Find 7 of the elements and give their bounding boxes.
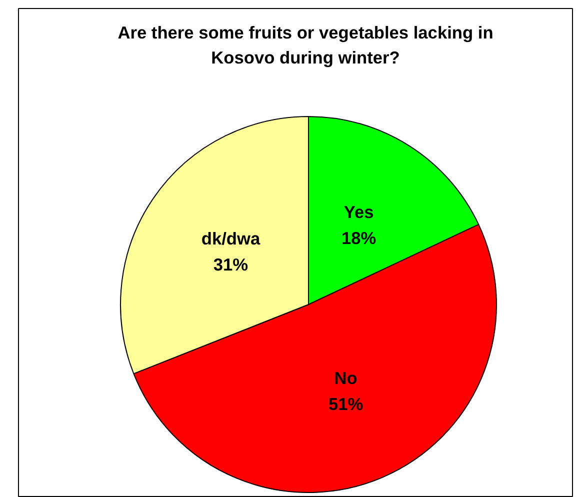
slice-label: No xyxy=(334,368,358,388)
slice-label: dk/dwa xyxy=(201,228,260,249)
data-label: 31% xyxy=(213,254,248,275)
data-label: 51% xyxy=(328,394,364,414)
slice-label: Yes xyxy=(344,202,374,222)
data-label: 18% xyxy=(342,228,376,248)
chart-title: Are there some fruits or vegetables lacking in Kosovo during winter? xyxy=(118,22,494,68)
